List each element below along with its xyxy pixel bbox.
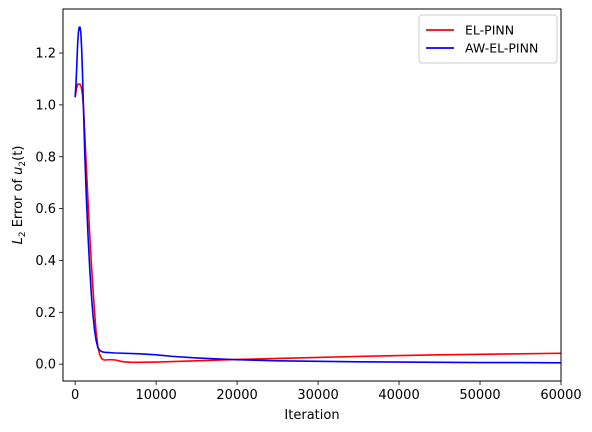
y-label-sub1: 2 (18, 231, 28, 237)
x-tick-label: 0 (71, 388, 79, 403)
y-tick-label: 0.8 (35, 150, 56, 165)
y-tick-label: 1.2 (35, 47, 56, 62)
y-tick-label: 0.6 (35, 202, 56, 217)
x-tick-label: 50000 (459, 388, 500, 403)
y-label-main: L (11, 237, 26, 244)
y-tick-label: 1.0 (35, 98, 56, 113)
x-tick-label: 20000 (216, 388, 257, 403)
legend: EL-PINN AW-EL-PINN (418, 14, 558, 64)
legend-box (418, 14, 558, 64)
legend-label-el-pinn: EL-PINN (465, 23, 514, 38)
y-tick-label: 0.0 (35, 358, 56, 373)
plot-frame (62, 8, 562, 382)
y-axis-label: L2 Error of u2(t) (11, 146, 28, 245)
y-label-mid: Error of (11, 175, 26, 232)
y-tick-label: 0.4 (35, 254, 56, 269)
ticks-layer: 0 10000 20000 30000 40000 50000 60000 0.0 0.2 0.4… (35, 47, 581, 403)
y-label-sub2: 2 (18, 161, 28, 167)
x-tick-label: 40000 (378, 388, 419, 403)
x-axis-label: Iteration (284, 408, 339, 423)
x-tick-label: 60000 (540, 388, 581, 403)
series-line-aw-el-pinn (74, 26, 562, 364)
y-tick-label: 0.2 (35, 306, 56, 321)
series-layer (74, 26, 562, 364)
x-tick-label: 30000 (297, 388, 338, 403)
x-tick-label: 10000 (135, 388, 176, 403)
y-label-end: (t) (11, 146, 26, 161)
y-label-var: u (11, 167, 26, 175)
legend-label-aw-el-pinn: AW-EL-PINN (465, 41, 538, 56)
